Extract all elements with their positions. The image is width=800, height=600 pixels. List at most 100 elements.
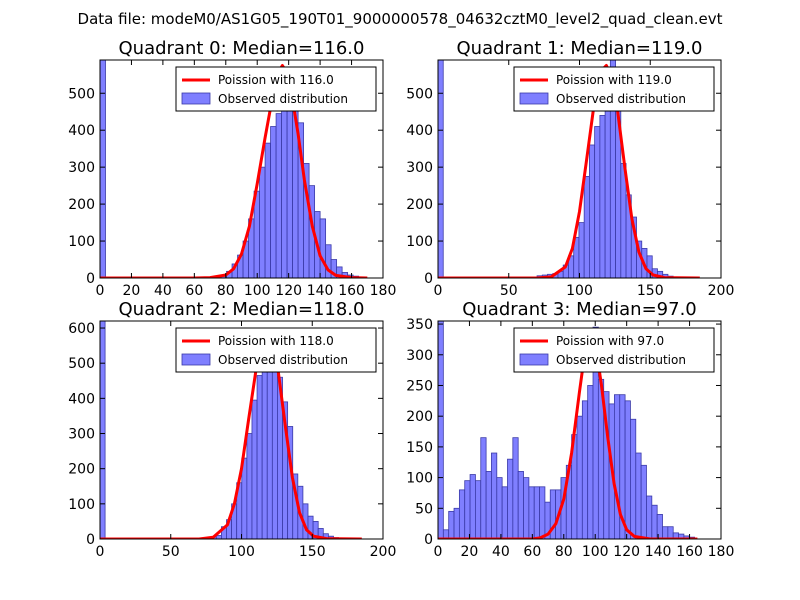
quadrant-1-xtick-label-2: 100: [566, 283, 593, 299]
quadrant-3-title: Quadrant 3: Median=97.0: [462, 299, 697, 320]
quadrant-0-ytick-label-0: 0: [86, 271, 95, 287]
quadrant-1-xtick-label-1: 50: [500, 283, 518, 299]
quadrant-0-legend-bar-swatch: [181, 92, 211, 105]
quadrant-0-xtick-label-7: 140: [307, 283, 334, 299]
quadrant-3-bar-8: [480, 437, 487, 539]
quadrant-1-bar-10: [583, 175, 590, 278]
quadrant-1-bar-0: [438, 60, 444, 278]
quadrant-3-bar-7: [475, 480, 482, 539]
quadrant-3-ytick-label-5: 250: [406, 378, 433, 394]
quadrant-1-xtick-label-4: 200: [708, 283, 735, 299]
quadrant-2-ytick-label-2: 200: [68, 462, 95, 478]
quadrant-1-title: Quadrant 1: Median=119.0: [457, 38, 703, 59]
quadrant-1-bar-9: [578, 222, 585, 278]
quadrant-2-ytick-label-4: 400: [68, 391, 95, 407]
quadrant-3-xtick-label-1: 20: [461, 544, 479, 560]
quadrant-2-xtick-label-1: 50: [162, 544, 180, 560]
quadrant-3-axes-frame: [437, 320, 722, 540]
quadrant-0-xtick-label-4: 80: [217, 283, 235, 299]
quadrant-3-bar-2: [448, 510, 455, 539]
quadrant-0-xtick-label-2: 40: [154, 283, 172, 299]
quadrant-0-xtick-label-1: 20: [123, 283, 141, 299]
quadrant-3-bar-17: [528, 486, 535, 539]
quadrant-3-bar-28: [587, 385, 594, 539]
quadrant-0-xtick-label-8: 160: [338, 283, 365, 299]
quadrant-0-xtick-label-3: 60: [185, 283, 203, 299]
quadrant-1-ytick-label-5: 500: [406, 86, 433, 102]
quadrant-2-bar-14: [271, 355, 278, 539]
quadrant-0-bar-13: [275, 113, 282, 278]
quadrant-3-ytick-label-3: 150: [406, 440, 433, 456]
quadrant-1-ytick-label-2: 200: [406, 197, 433, 213]
quadrant-3-bar-27: [581, 400, 589, 539]
quadrant-3-ytick-label-7: 350: [406, 317, 433, 333]
quadrant-3-histogram: [438, 321, 695, 539]
quadrant-2-ytick-label-3: 300: [68, 427, 95, 443]
quadrant-0-bar-10: [259, 166, 266, 278]
quadrant-2-legend-bar-swatch: [181, 353, 211, 366]
quadrant-0-xtick-label-5: 100: [244, 283, 271, 299]
quadrant-0-xtick-label-9: 180: [370, 283, 397, 299]
quadrant-2-xtick-label-3: 150: [299, 544, 326, 560]
quadrant-3-bar-16: [523, 477, 530, 539]
quadrant-0-ytick-label-4: 400: [68, 123, 95, 139]
quadrant-2-bar-12: [261, 359, 268, 539]
quadrant-3-bar-3: [453, 507, 460, 539]
quadrant-3-bar-4: [458, 489, 466, 539]
quadrant-1-legend-bar-swatch: [519, 92, 549, 105]
quadrant-2-bar-13: [266, 343, 273, 539]
quadrant-3-xtick-label-3: 60: [523, 544, 541, 560]
quadrant-3-legend-observed-label: Observed distribution: [556, 353, 686, 367]
quadrant-3-xtick-label-9: 180: [708, 544, 735, 560]
quadrant-3-ytick-label-2: 100: [406, 471, 433, 487]
quadrant-2-legend-observed-label: Observed distribution: [218, 353, 348, 367]
quadrant-2-ytick-label-1: 100: [68, 497, 95, 513]
quadrant-1-panel: Quadrant 1: Median=119.0 0 50 100 150 200 0 100…: [406, 38, 734, 299]
quadrant-3-bar-36: [630, 418, 637, 539]
quadrant-3-ytick-label-4: 200: [406, 409, 433, 425]
quadrant-2-panel: Quadrant 2: Median=118.0 0 50 100 150 200 0 100…: [68, 299, 396, 560]
quadrant-0-legend-observed-label: Observed distribution: [218, 92, 348, 106]
quadrant-1-ytick-label-3: 300: [406, 160, 433, 176]
quadrant-0-bar-12: [270, 126, 277, 278]
quadrant-3-xtick-label-5: 100: [582, 544, 609, 560]
quadrant-2-xtick-label-0: 0: [96, 544, 105, 560]
quadrant-3-bar-14: [512, 437, 519, 539]
quadrant-3-bar-39: [646, 495, 653, 539]
quadrant-1-ytick-label-1: 100: [406, 234, 433, 250]
quadrant-1-poisson-line: [438, 64, 700, 278]
quadrant-0-panel: Quadrant 0: Median=116.0 0 20 40 60 80 100 120 1…: [68, 38, 396, 299]
quadrant-3-bar-5: [464, 480, 471, 539]
quadrant-2-bar-10: [251, 399, 258, 539]
quadrant-2-bar-9: [246, 433, 253, 539]
quadrant-3-bar-11: [496, 477, 503, 539]
quadrant-0-ytick-label-2: 200: [68, 197, 95, 213]
quadrant-3-bar-38: [640, 464, 647, 539]
quadrant-1-bar-12: [594, 126, 601, 278]
quadrant-1-xtick-label-3: 150: [637, 283, 664, 299]
quadrant-3-bar-18: [533, 486, 540, 539]
quadrant-3-bar-15: [517, 471, 524, 539]
quadrant-3-bar-19: [539, 486, 546, 539]
quadrant-3-xtick-label-0: 0: [434, 544, 443, 560]
panels-container: Quadrant 0: Median=116.00 20 40 60 80 100 120 1…: [68, 38, 734, 560]
quadrant-1-bar-11: [589, 144, 596, 278]
quadrant-3-xtick-label-8: 160: [676, 544, 703, 560]
quadrant-1-ytick-label-4: 400: [406, 123, 433, 139]
quadrant-3-bar-42: [662, 526, 669, 539]
quadrant-1-xtick-label-0: 0: [434, 283, 443, 299]
quadrant-0-title: Quadrant 0: Median=116.0: [119, 38, 365, 59]
quadrant-3-xtick-label-4: 80: [555, 544, 573, 560]
quadrant-2-bar-3: [215, 535, 222, 539]
quadrant-3-xtick-label-6: 120: [613, 544, 640, 560]
quadrant-0-xtick-label-0: 0: [96, 283, 105, 299]
quadrant-0-ytick-label-3: 300: [68, 160, 95, 176]
quadrant-3-bar-10: [491, 452, 498, 539]
figure-suptitle: Data file: modeM0/AS1G05_190T01_90000005…: [78, 10, 723, 29]
quadrant-0-bar-14: [281, 85, 288, 278]
quadrant-1-bar-13: [599, 115, 606, 278]
quadrant-0-xtick-label-6: 120: [275, 283, 302, 299]
quadrant-3-legend-poisson-label: Poission with 97.0: [556, 334, 664, 348]
quadrant-3-bar-37: [635, 452, 642, 539]
